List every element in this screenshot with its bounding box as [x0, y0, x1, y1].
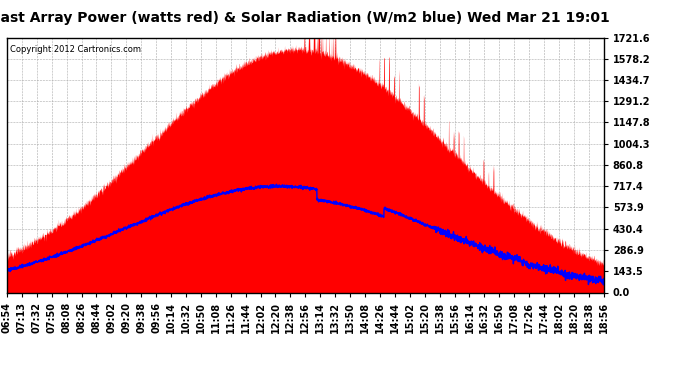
- Text: Copyright 2012 Cartronics.com: Copyright 2012 Cartronics.com: [10, 45, 141, 54]
- Text: East Array Power (watts red) & Solar Radiation (W/m2 blue) Wed Mar 21 19:01: East Array Power (watts red) & Solar Rad…: [0, 11, 609, 25]
